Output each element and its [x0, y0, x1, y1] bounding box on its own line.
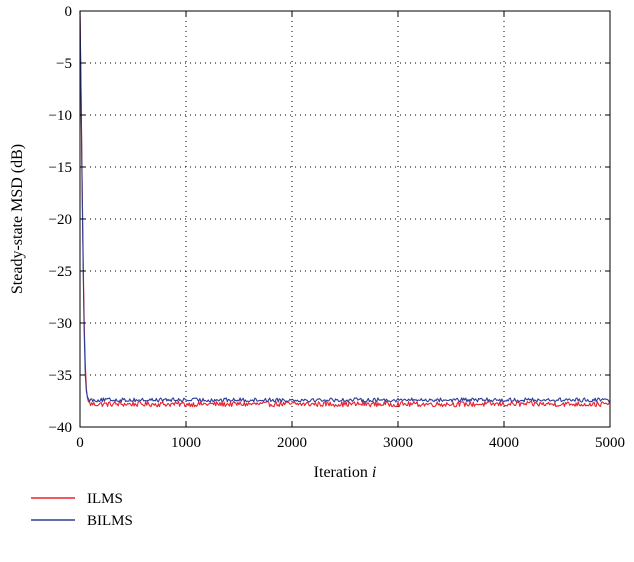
legend-label-ilms: ILMS — [87, 491, 123, 507]
y-tick-label: −5 — [56, 56, 72, 72]
y-tick-label: −15 — [49, 160, 72, 176]
x-tick-label: 4000 — [489, 435, 519, 451]
x-tick-label: 1000 — [171, 435, 201, 451]
axis-ticks — [79, 10, 611, 428]
y-tick-label: −30 — [49, 316, 72, 332]
legend: ILMS BILMS — [31, 491, 133, 529]
x-tick-label: 5000 — [595, 435, 625, 451]
grid-lines — [80, 11, 610, 427]
x-tick-label: 0 — [76, 435, 84, 451]
y-tick-label: −10 — [49, 108, 72, 124]
y-tick-label: −35 — [49, 368, 72, 384]
x-axis-title: Iteration i — [314, 464, 377, 481]
legend-label-bilms: BILMS — [87, 513, 133, 529]
y-axis-title: Steady-state MSD (dB) — [9, 144, 26, 294]
x-tick-label: 2000 — [277, 435, 307, 451]
series-lines — [79, 10, 611, 408]
x-tick-label: 3000 — [383, 435, 413, 451]
y-tick-label: 0 — [65, 4, 73, 20]
y-tick-label: −25 — [49, 264, 72, 280]
series-line-bilms — [79, 10, 611, 403]
y-tick-label: −40 — [49, 420, 72, 436]
y-tick-label: −20 — [49, 212, 72, 228]
tick-labels: 0 1000 2000 3000 4000 5000 0 −5 −10 −15 −20 −25 −30 −… — [49, 4, 625, 451]
series-line-ilms — [79, 10, 611, 408]
